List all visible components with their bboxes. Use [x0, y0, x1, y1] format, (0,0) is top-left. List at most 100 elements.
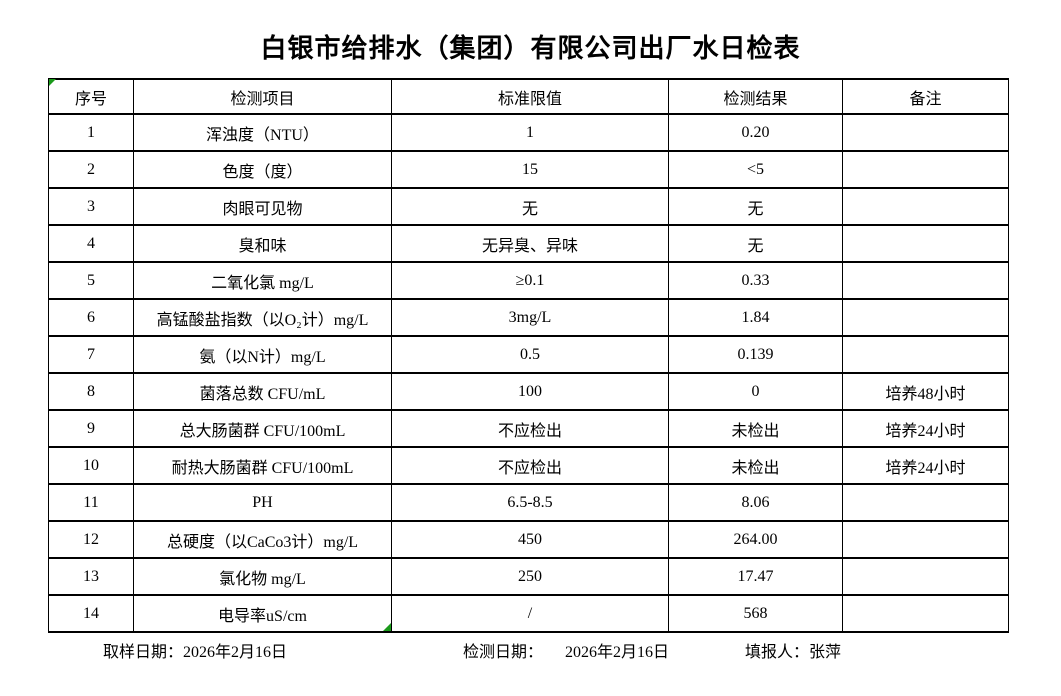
- table-cell: 3: [48, 187, 134, 226]
- inspection-table: 序号 检测项目 标准限值 检测结果 备注 1 浑浊度（NTU） 1 0.20 2 色度（度…: [48, 78, 1009, 633]
- table-row: 7 氨（以N计）mg/L 0.5 0.139: [48, 335, 1009, 374]
- table-cell: 264.00: [668, 520, 843, 559]
- table-cell: 总硬度（以CaCo3计）mg/L: [133, 520, 392, 559]
- table-cell: 0.33: [668, 261, 843, 300]
- table-cell: [842, 594, 1009, 633]
- table-cell: 250: [391, 557, 669, 596]
- table-cell: [842, 261, 1009, 300]
- sample-date-value: 2026年2月16日: [183, 644, 288, 661]
- table-cell: 高锰酸盐指数（以O₂计）mg/L: [133, 298, 392, 337]
- header-note: 备注: [842, 78, 1009, 115]
- table-cell: 总大肠菌群 CFU/100mL: [133, 409, 392, 448]
- excel-artifact-triangle-icon: [49, 79, 56, 86]
- table-cell: 耐热大肠菌群 CFU/100mL: [133, 446, 392, 485]
- page-title: 白银市给排水（集团）有限公司出厂水日检表: [260, 34, 801, 63]
- table-cell: 568: [668, 594, 843, 633]
- sample-date-group: 取样日期：2026年2月16日: [103, 638, 287, 662]
- table-row: 6 高锰酸盐指数（以O₂计）mg/L 3mg/L 1.84: [48, 298, 1009, 337]
- table-row: 8 菌落总数 CFU/mL 100 0 培养48小时: [48, 372, 1009, 411]
- table-cell: 未检出: [668, 446, 843, 485]
- table-cell: 肉眼可见物: [133, 187, 392, 226]
- table-cell: [842, 557, 1009, 596]
- table-cell: 电导率uS/cm: [133, 594, 392, 633]
- table-body: 1 浑浊度（NTU） 1 0.20 2 色度（度） 15 <5 3 肉眼可见物无无 4 臭和味 无异臭、…: [48, 113, 1009, 633]
- table-cell: 13: [48, 557, 134, 596]
- table-row: 5 二氧化氯 mg/L ≥0.1 0.33: [48, 261, 1009, 300]
- table-cell: 0: [668, 372, 843, 411]
- table-cell: 9: [48, 409, 134, 448]
- table-cell: 1.84: [668, 298, 843, 337]
- table-cell: 3mg/L: [391, 298, 669, 337]
- table-cell: 培养48小时: [842, 372, 1009, 411]
- table-cell: 6.5-8.5: [391, 483, 669, 522]
- table-cell: 氯化物 mg/L: [133, 557, 392, 596]
- table-row: 2 色度（度） 15 <5: [48, 150, 1009, 189]
- table-cell: 0.5: [391, 335, 669, 374]
- reporter-value: 张萍: [809, 644, 842, 661]
- table-row: 4 臭和味 无异臭、异味无: [48, 224, 1009, 263]
- sample-date-label: 取样日期：: [103, 644, 184, 661]
- table-header-row: 序号 检测项目 标准限值 检测结果 备注: [48, 78, 1009, 115]
- header-limit: 标准限值: [391, 78, 669, 115]
- table-row: 3 肉眼可见物无无: [48, 187, 1009, 226]
- table-cell: 1: [391, 113, 669, 152]
- table-cell: 菌落总数 CFU/mL: [133, 372, 392, 411]
- table-cell: 6: [48, 298, 134, 337]
- table-cell: PH: [133, 483, 392, 522]
- table-cell: 7: [48, 335, 134, 374]
- table-cell: 12: [48, 520, 134, 559]
- reporter-label: 填报人：: [745, 644, 810, 661]
- test-date-value: 2026年2月16日: [565, 644, 670, 661]
- header-result: 检测结果: [668, 78, 843, 115]
- table-cell: [842, 187, 1009, 226]
- table-cell: 色度（度）: [133, 150, 392, 189]
- table-cell: 二氧化氯 mg/L: [133, 261, 392, 300]
- table-cell: 无: [668, 224, 843, 263]
- table-cell: 8: [48, 372, 134, 411]
- table-cell: 不应检出: [391, 446, 669, 485]
- table-cell: 不应检出: [391, 409, 669, 448]
- table-cell: /: [391, 594, 669, 633]
- table-row: 9 总大肠菌群 CFU/100mL 不应检出 未检出 培养24小时: [48, 409, 1009, 448]
- table-row: 13 氯化物 mg/L 250 17.47: [48, 557, 1009, 596]
- table-cell: 10: [48, 446, 134, 485]
- table-cell: 8.06: [668, 483, 843, 522]
- header-item: 检测项目: [133, 78, 392, 115]
- table-row: 10 耐热大肠菌群 CFU/100mL 不应检出 未检出 培养24小时: [48, 446, 1009, 485]
- table-cell: 无: [391, 187, 669, 226]
- table-cell: 2: [48, 150, 134, 189]
- table-cell: 11: [48, 483, 134, 522]
- table-row: 12 总硬度（以CaCo3计）mg/L 450 264.00: [48, 520, 1009, 559]
- test-date-group: 检测日期： 2026年2月16日: [463, 638, 669, 662]
- table-cell: 0.139: [668, 335, 843, 374]
- table-cell: [842, 113, 1009, 152]
- table-row: 14 电导率uS/cm/568: [48, 594, 1009, 633]
- table-cell: 15: [391, 150, 669, 189]
- table-cell: ≥0.1: [391, 261, 669, 300]
- table-cell: 14: [48, 594, 134, 633]
- table-cell: [842, 224, 1009, 263]
- table-cell: 浑浊度（NTU）: [133, 113, 392, 152]
- table-cell: 培养24小时: [842, 446, 1009, 485]
- table-cell: 无: [668, 187, 843, 226]
- table-row: 1 浑浊度（NTU） 1 0.20: [48, 113, 1009, 152]
- table-cell: 4: [48, 224, 134, 263]
- table-cell: [842, 298, 1009, 337]
- table-cell: [842, 150, 1009, 189]
- table-cell: [842, 335, 1009, 374]
- test-date-label: 检测日期：: [463, 644, 544, 661]
- table-cell: 1: [48, 113, 134, 152]
- table-cell: 臭和味: [133, 224, 392, 263]
- table-cell: 氨（以N计）mg/L: [133, 335, 392, 374]
- table-cell: 0.20: [668, 113, 843, 152]
- header-index: 序号: [48, 78, 134, 115]
- table-cell: 未检出: [668, 409, 843, 448]
- excel-artifact-triangle-icon: [383, 623, 391, 631]
- table-cell: [842, 520, 1009, 559]
- table-cell: <5: [668, 150, 843, 189]
- reporter-group: 填报人：张萍: [745, 638, 841, 662]
- table-cell: [842, 483, 1009, 522]
- table-cell: 450: [391, 520, 669, 559]
- table-cell: 培养24小时: [842, 409, 1009, 448]
